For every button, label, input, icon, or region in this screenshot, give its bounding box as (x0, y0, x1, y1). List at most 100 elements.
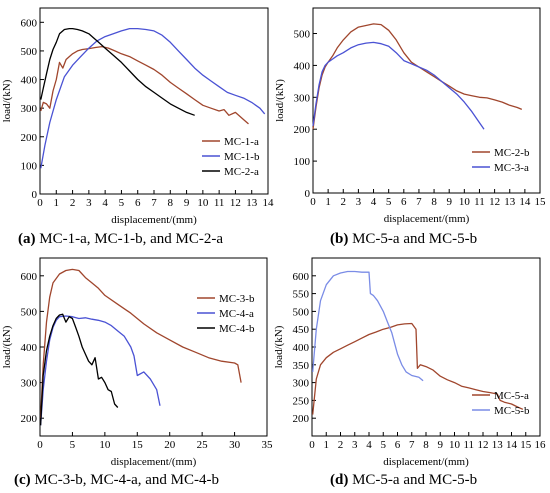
y-tick-label: 200 (21, 413, 38, 425)
x-tick-label: 0 (37, 197, 43, 209)
x-tick-label: 2 (338, 439, 344, 451)
x-tick-label: 14 (506, 439, 518, 451)
x-tick-label: 3 (356, 196, 362, 208)
chart-panel-c: 0 5 10 15 20 25 30 35 200 300 400 500 600 displacemen… (0, 250, 275, 493)
x-tick-label: 25 (197, 439, 209, 451)
y-tick-label: 200 (293, 413, 310, 425)
x-tick-label: 13 (504, 196, 516, 208)
x-axis-label: displacement/(mm) (384, 213, 470, 225)
y-tick-label: 0 (305, 188, 311, 200)
y-tick-label: 500 (21, 46, 38, 58)
x-tick-label: 3 (352, 439, 358, 451)
y-tick-label: 450 (293, 324, 310, 336)
x-tick-label: 13 (492, 439, 504, 451)
x-tick-label: 1 (54, 197, 60, 209)
chart-panel-a: 0 1 2 3 4 5 6 7 8 9 10 11 12 13 14 0 100 200 300 400 500 600 d… (0, 0, 275, 250)
x-tick-label: 10 (197, 197, 209, 209)
x-tick-label: 10 (459, 196, 471, 208)
caption-c: (c) MC-3-b, MC-4-a, and MC-4-b (14, 472, 219, 489)
x-tick-label: 10 (99, 439, 111, 451)
chart-c-frame (39, 257, 268, 437)
series-line-mc-4-b (39, 313, 119, 426)
y-tick-label: 250 (293, 395, 310, 407)
y-tick-label: 400 (21, 342, 38, 354)
x-tick-label: 5 (70, 439, 76, 451)
caption-b: (b) MC-5-a and MC-5-b (330, 231, 477, 248)
chart-panel-b: 0 1 2 3 4 5 6 7 8 9 10 11 12 13 14 15 0 100 200 300 400 500 di… (274, 0, 550, 250)
series-line-mc-1-b (40, 27, 266, 169)
x-tick-label: 2 (341, 196, 347, 208)
caption-a-label: (a) (18, 231, 36, 247)
y-tick-label: 300 (21, 378, 38, 390)
legend-label-mc-5-b: MC-5-b (494, 405, 530, 417)
legend-label-mc-3-b: MC-3-b (219, 293, 255, 305)
x-tick-label: 20 (164, 439, 176, 451)
x-tick-label: 11 (214, 197, 225, 209)
x-tick-label: 11 (474, 196, 485, 208)
y-tick-label: 200 (294, 124, 311, 136)
caption-d-label: (d) (330, 472, 349, 488)
x-tick-label: 2 (70, 197, 76, 209)
chart-c-svg: 0 5 10 15 20 25 30 35 200 300 400 500 600 displacemen… (1, 257, 273, 468)
y-tick-label: 600 (293, 271, 310, 283)
x-tick-label: 30 (229, 439, 241, 451)
series-line-mc-3-a (312, 41, 485, 130)
legend-label-mc-3-a: MC-3-a (494, 162, 529, 174)
y-tick-label: 300 (21, 103, 38, 115)
x-tick-label: 15 (132, 439, 144, 451)
series-line-mc-5-b (312, 270, 424, 382)
caption-a-text: MC-1-a, MC-1-b, and MC-2-a (35, 231, 223, 247)
y-axis-label: load/(kN) (1, 79, 13, 122)
x-tick-label: 0 (310, 196, 316, 208)
y-tick-label: 550 (293, 289, 310, 301)
y-tick-label: 500 (294, 29, 311, 41)
y-tick-label: 350 (293, 360, 310, 372)
x-tick-label: 13 (246, 197, 258, 209)
x-tick-label: 0 (37, 439, 43, 451)
series-line-mc-1-a (40, 45, 249, 125)
legend-label-mc-1-a: MC-1-a (224, 136, 259, 148)
x-tick-label: 1 (324, 439, 330, 451)
series-line-mc-4-a (39, 315, 161, 426)
x-tick-label: 15 (520, 439, 532, 451)
caption-b-label: (b) (330, 231, 349, 247)
x-tick-label: 4 (366, 439, 372, 451)
y-tick-label: 500 (293, 306, 310, 318)
x-tick-label: 1 (325, 196, 331, 208)
caption-b-text: MC-5-a and MC-5-b (348, 231, 478, 247)
legend-label-mc-4-a: MC-4-a (219, 308, 254, 320)
x-tick-label: 16 (535, 439, 547, 451)
chart-a-svg: 0 1 2 3 4 5 6 7 8 9 10 11 12 13 140100200300400500600d… (1, 7, 275, 226)
chart-panel-d: 0 1 2 3 4 5 6 7 8 9 10 11 12 13 14 15 16 200 250 300 350 400 4… (273, 250, 550, 493)
y-tick-label: 400 (21, 75, 38, 87)
series-line-mc-3-b (39, 268, 242, 419)
x-tick-label: 14 (263, 197, 275, 209)
x-tick-label: 9 (446, 196, 452, 208)
x-tick-label: 6 (401, 196, 407, 208)
y-tick-label: 300 (293, 378, 310, 390)
y-tick-label: 0 (32, 189, 38, 201)
y-tick-label: 600 (21, 17, 38, 29)
legend-label-mc-2-a: MC-2-a (224, 166, 259, 178)
x-tick-label: 8 (423, 439, 429, 451)
x-tick-label: 7 (416, 196, 422, 208)
caption-d: (d) MC-5-a and MC-5-b (330, 472, 477, 489)
x-tick-label: 14 (519, 196, 531, 208)
y-tick-label: 400 (293, 342, 310, 354)
y-tick-label: 300 (294, 92, 311, 104)
x-tick-label: 5 (381, 439, 387, 451)
x-tick-label: 11 (463, 439, 474, 451)
y-tick-label: 500 (21, 306, 38, 318)
x-tick-label: 10 (449, 439, 461, 451)
x-tick-label: 7 (409, 439, 415, 451)
x-tick-label: 9 (184, 197, 190, 209)
x-tick-label: 12 (478, 439, 489, 451)
x-tick-label: 6 (395, 439, 401, 451)
x-tick-label: 9 (438, 439, 444, 451)
series-line-mc-2-b (312, 23, 523, 130)
chart-b-svg: 0 1 2 3 4 5 6 7 8 9 10 11 12 13 14 150100200300400500di… (274, 7, 546, 225)
y-tick-label: 100 (294, 156, 311, 168)
legend-label-mc-2-b: MC-2-b (494, 147, 530, 159)
chart-b-frame (312, 7, 541, 194)
x-tick-label: 8 (431, 196, 437, 208)
